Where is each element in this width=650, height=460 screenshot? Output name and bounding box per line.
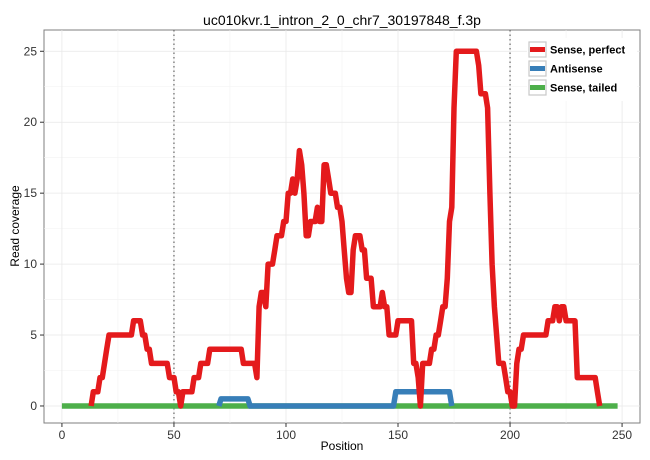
series-layer [61, 48, 618, 409]
x-tick-label: 50 [167, 428, 181, 442]
legend: Sense, perfect Antisense Sense, tailed [527, 38, 637, 101]
y-tick-label: 25 [24, 44, 38, 58]
y-tick-label: 0 [30, 399, 37, 413]
x-tick-label: 250 [612, 428, 632, 442]
tick-layer: 0 50 100 150 200 250 0 5 10 15 20 25 [24, 44, 633, 442]
legend-label: Sense, tailed [550, 83, 617, 95]
x-tick-label: 100 [276, 428, 296, 442]
y-tick-label: 15 [24, 186, 38, 200]
y-tick-label: 10 [24, 257, 38, 271]
chart-title: uc010kvr.1_intron_2_0_chr7_30197848_f.3p [203, 12, 481, 28]
y-tick-label: 20 [24, 115, 38, 129]
legend-label: Antisense [550, 64, 603, 76]
x-tick-label: 0 [59, 428, 66, 442]
legend-label: Sense, perfect [550, 45, 626, 57]
series-line-sense-perfect [88, 48, 603, 409]
x-axis-title: Position [321, 439, 364, 453]
y-axis-title: Read coverage [8, 185, 22, 267]
x-tick-label: 200 [500, 428, 520, 442]
series-line-antisense [216, 389, 455, 409]
y-tick-label: 5 [30, 328, 37, 342]
grid-layer [44, 30, 640, 423]
x-tick-label: 150 [388, 428, 408, 442]
